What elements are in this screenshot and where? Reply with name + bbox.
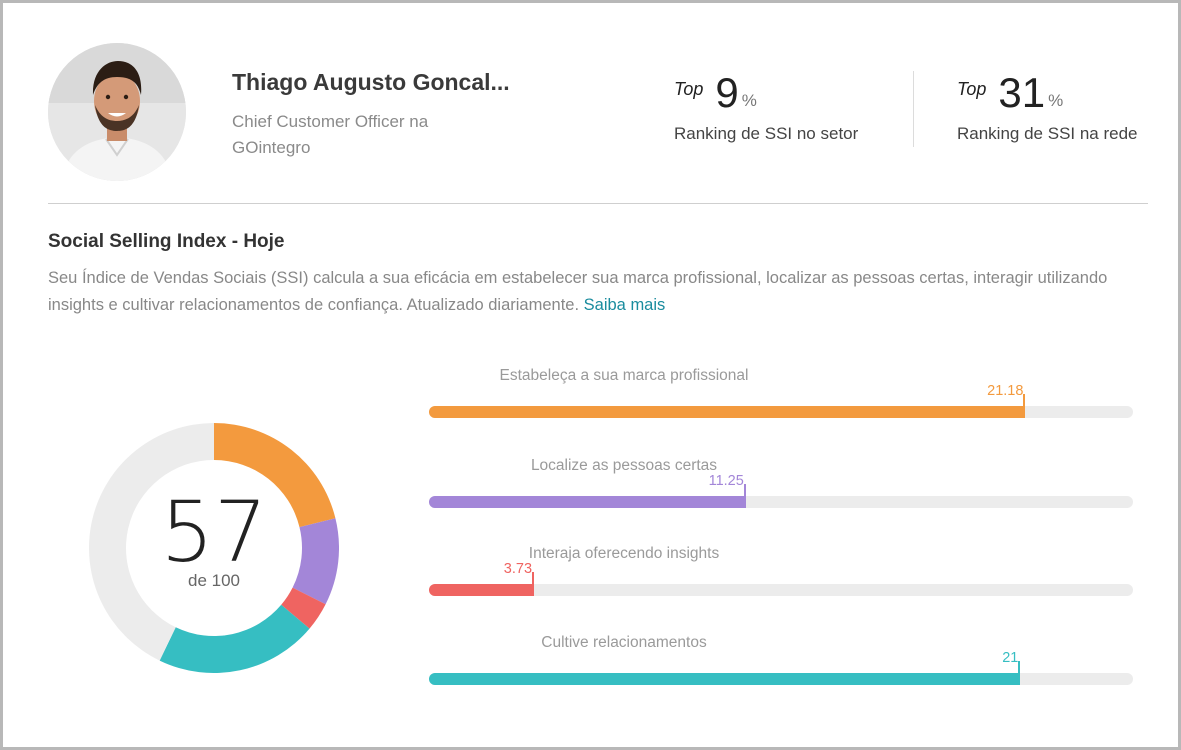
- ranking-sector: Top 9% Ranking de SSI no setor: [674, 69, 858, 143]
- ranking-network-unit: %: [1048, 91, 1064, 110]
- donut-segment-brand: [214, 423, 336, 528]
- component-brand-value: 21.18: [987, 383, 1024, 399]
- component-relationships[interactable]: Cultive relacionamentos 21: [429, 634, 1133, 694]
- ssi-score: 57: [160, 483, 268, 581]
- component-people-marker: [743, 484, 746, 496]
- ssi-score-max: de 100: [188, 571, 240, 590]
- donut-segment-remaining: [88, 423, 214, 661]
- ssi-donut-svg: [88, 423, 339, 673]
- donut-segment-relationships: [159, 604, 310, 673]
- component-insights[interactable]: Interaja oferecendo insights 3.73: [429, 545, 1133, 605]
- component-relationships-marker: [1018, 661, 1021, 673]
- component-people-label: Localize as pessoas certas: [530, 457, 718, 474]
- profile-name[interactable]: Thiago Augusto Goncal...: [232, 69, 510, 95]
- avatar[interactable]: [48, 43, 186, 181]
- ssi-donut-chart: 57 de 100: [88, 423, 339, 673]
- ranking-network-prefix: Top: [957, 79, 987, 99]
- ssi-title: Social Selling Index - Hoje: [48, 231, 285, 252]
- component-brand-fill: [429, 406, 1026, 418]
- ranking-sector-value: 9: [715, 69, 739, 116]
- ranking-network-value: 31: [998, 69, 1046, 116]
- component-relationships-fill: [429, 673, 1021, 685]
- component-relationships-value: 21: [1002, 650, 1019, 666]
- learn-more-link[interactable]: Saiba mais: [583, 296, 666, 314]
- component-brand-marker: [1023, 394, 1026, 406]
- donut-segment-insights: [281, 587, 326, 629]
- component-insights-marker: [532, 572, 535, 584]
- component-insights-fill: [429, 584, 535, 596]
- component-people-value: 11.25: [708, 473, 744, 489]
- component-brand[interactable]: Estabeleça a sua marca profissional 21.1…: [429, 367, 1133, 427]
- ranking-sector-unit: %: [741, 91, 757, 110]
- header-divider: [48, 203, 1148, 204]
- ssi-description: Seu Índice de Vendas Sociais (SSI) calcu…: [48, 265, 1148, 319]
- component-insights-value: 3.73: [503, 561, 533, 577]
- ranking-network: Top 31% Ranking de SSI na rede: [957, 69, 1138, 143]
- ranking-divider: [913, 71, 914, 147]
- component-insights-track: [429, 584, 1133, 596]
- component-brand-label: Estabeleça a sua marca profissional: [499, 367, 749, 384]
- profile-photo-icon: [48, 43, 186, 181]
- ssi-description-text: Seu Índice de Vendas Sociais (SSI) calcu…: [48, 269, 1108, 314]
- component-insights-label: Interaja oferecendo insights: [528, 545, 720, 562]
- ranking-sector-label: Ranking de SSI no setor: [674, 124, 859, 143]
- ranking-sector-prefix: Top: [674, 79, 704, 99]
- component-people-fill: [429, 496, 746, 508]
- ranking-network-label: Ranking de SSI na rede: [957, 124, 1138, 143]
- component-people[interactable]: Localize as pessoas certas 11.25: [429, 457, 1133, 517]
- profile-headline: Chief Customer Officer na GOintegro: [232, 112, 429, 157]
- component-relationships-label: Cultive relacionamentos: [541, 634, 707, 651]
- donut-segment-people: [292, 518, 339, 605]
